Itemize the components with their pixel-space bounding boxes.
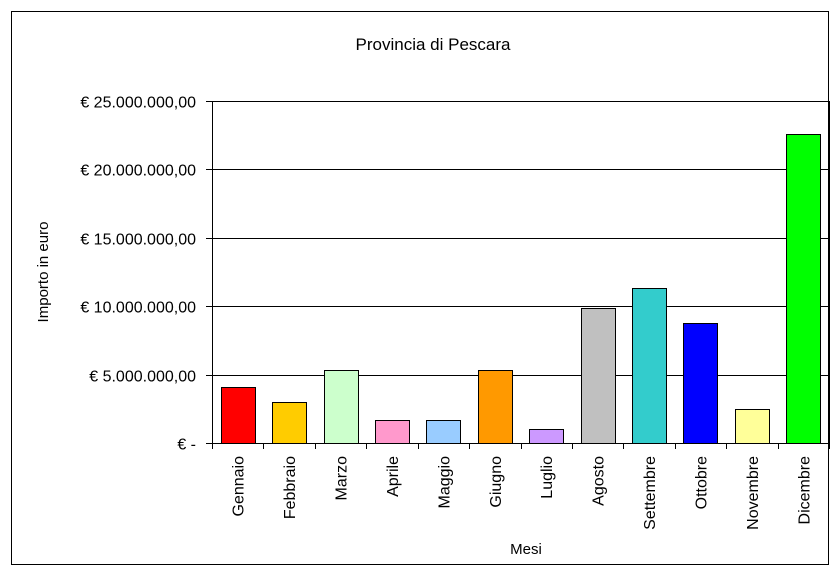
y-tick-label: € - — [177, 437, 196, 454]
x-tick-label: Agosto — [591, 456, 608, 506]
x-tick-label: Luglio — [539, 456, 556, 499]
bar-novembre — [735, 409, 770, 444]
bars — [221, 134, 821, 444]
bar-agosto — [581, 308, 616, 444]
y-axis-label: Importo in euro — [35, 222, 52, 323]
x-tick-label: Ottobre — [693, 456, 710, 509]
x-axis: Gennaio Febbraio Marzo Aprile Maggio Giugno Lu… — [212, 443, 830, 530]
x-tick-label: Maggio — [436, 456, 453, 509]
bar-dicembre — [786, 134, 821, 444]
y-tick-label: € 25.000.000,00 — [80, 95, 196, 112]
bar-febbraio — [272, 402, 307, 444]
y-axis: € - € 5.000.000,00 € 10.000.000,00 € 15.000… — [80, 95, 212, 454]
x-tick-label: Novembre — [745, 456, 762, 530]
y-tick-label: € 10.000.000,00 — [80, 300, 196, 317]
y-tick-label: € 20.000.000,00 — [80, 163, 196, 180]
x-tick-label: Dicembre — [796, 456, 813, 525]
x-axis-label: Mesi — [510, 541, 542, 558]
chart-area-border — [11, 11, 829, 565]
bar-maggio — [426, 420, 461, 444]
gridlines — [212, 169, 829, 376]
x-tick-label: Marzo — [334, 456, 351, 501]
bar-luglio — [529, 429, 564, 444]
y-tick-label: € 5.000.000,00 — [89, 369, 196, 386]
x-tick-label: Giugno — [488, 456, 505, 508]
x-tick-label: Gennaio — [231, 456, 248, 517]
x-tick-label: Settembre — [642, 456, 659, 530]
x-tick-label: Aprile — [385, 456, 402, 497]
bar-settembre — [632, 288, 667, 444]
bar-marzo — [324, 370, 359, 444]
bar-gennaio — [221, 387, 256, 444]
chart-title: Provincia di Pescara — [356, 35, 512, 54]
bar-ottobre — [683, 323, 718, 444]
bar-giugno — [478, 370, 513, 444]
x-tick-label: Febbraio — [282, 456, 299, 519]
y-tick-label: € 15.000.000,00 — [80, 232, 196, 249]
bar-aprile — [375, 420, 410, 444]
